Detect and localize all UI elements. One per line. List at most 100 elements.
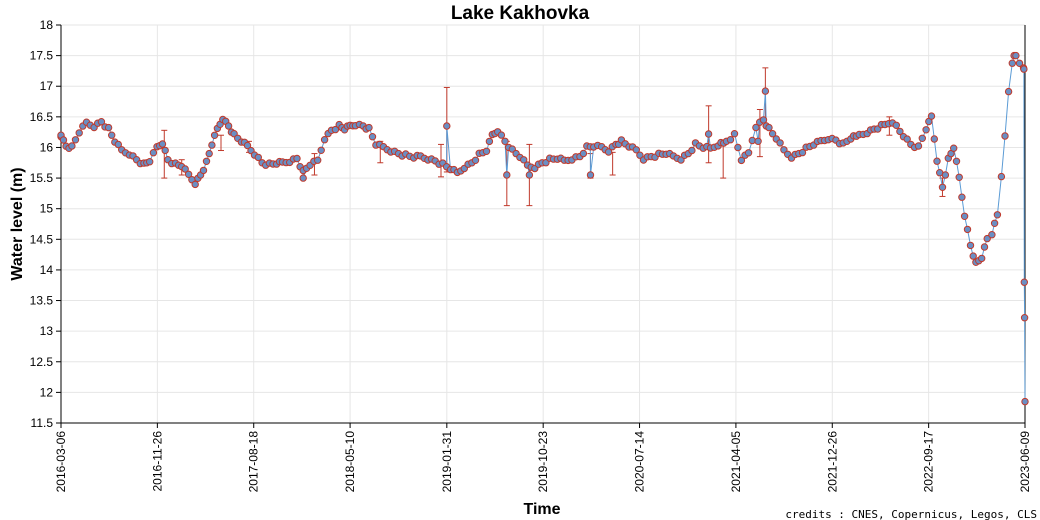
data-point <box>331 125 340 134</box>
x-tick-label: 2017-08-18 <box>247 431 261 493</box>
data-point <box>184 170 193 179</box>
data-point <box>254 153 262 162</box>
data-point <box>993 211 1002 219</box>
data-point <box>966 241 975 250</box>
data-point <box>1012 51 1020 60</box>
data-point <box>158 140 167 148</box>
data-point <box>1015 59 1024 67</box>
data-point <box>952 157 961 166</box>
y-axis-label: Water level (m) <box>9 167 26 280</box>
x-grid-lines <box>60 25 1026 423</box>
data-point <box>210 131 219 140</box>
data-point <box>208 141 216 149</box>
x-tick-label: 2023-06-09 <box>1018 431 1032 493</box>
data-point <box>726 136 735 144</box>
data-point <box>104 123 113 132</box>
data-point <box>927 112 936 120</box>
y-tick-label: 11.5 <box>31 416 54 430</box>
data-point <box>688 146 696 155</box>
data-point <box>191 180 199 189</box>
data-point <box>754 137 762 146</box>
y-tick-label: 13.5 <box>30 294 54 308</box>
data-point <box>918 134 926 143</box>
x-axis-label: Time <box>523 501 560 518</box>
data-point <box>1020 65 1028 73</box>
data-point <box>501 137 509 146</box>
y-tick-label: 17 <box>40 79 54 93</box>
y-tick-label: 15.5 <box>30 171 54 185</box>
data-point <box>990 219 999 228</box>
data-point <box>161 146 169 155</box>
y-tick-label: 14.5 <box>30 232 54 246</box>
data-point <box>520 156 528 164</box>
data-point <box>224 122 233 130</box>
data-point <box>632 146 640 154</box>
y-tick-label: 12 <box>40 385 54 399</box>
data-point <box>181 165 189 173</box>
data-point <box>1020 278 1029 286</box>
data-point <box>299 174 307 182</box>
data-point <box>604 148 613 156</box>
data-point <box>1001 132 1009 140</box>
x-tick-label: 2019-01-31 <box>440 431 454 493</box>
data-point <box>922 126 930 134</box>
x-tick-label: 2018-05-10 <box>343 431 357 493</box>
data-point <box>97 118 106 126</box>
data-point <box>734 143 742 152</box>
y-tick-label: 16.5 <box>30 110 54 124</box>
data-point <box>1008 59 1016 67</box>
x-tick-label: 2021-12-26 <box>825 431 839 493</box>
data-point <box>71 136 80 144</box>
data-point <box>737 156 746 165</box>
data-point <box>114 140 123 149</box>
data-point <box>997 172 1006 181</box>
data-point <box>202 157 211 166</box>
y-tick-label: 14 <box>40 263 54 277</box>
data-point <box>586 171 595 179</box>
data-point <box>765 123 773 132</box>
data-point <box>768 130 777 138</box>
data-point <box>933 157 941 165</box>
data-point <box>108 131 116 139</box>
data-point <box>68 142 76 150</box>
data-point <box>1004 87 1013 96</box>
x-tick-label: 2020-07-14 <box>633 431 647 493</box>
data-point <box>471 156 480 165</box>
x-axis: 2016-03-06 2016-11-26 2017-08-18 2018-05-10… <box>54 422 1032 493</box>
x-tick-label: 2019-10-23 <box>536 431 550 493</box>
data-point <box>525 171 534 179</box>
data-point <box>320 136 329 144</box>
data-point <box>983 234 991 243</box>
data-point <box>1020 314 1029 322</box>
data-point <box>744 149 753 157</box>
chart-title: Lake Kakhovka <box>451 3 590 24</box>
y-tick-label: 13 <box>40 324 54 338</box>
data-point <box>776 139 784 147</box>
y-tick-label: 18 <box>40 18 54 32</box>
data-point <box>293 154 301 163</box>
data-point <box>704 130 713 138</box>
data-point <box>199 166 208 175</box>
data-point <box>636 151 644 159</box>
data-point <box>892 121 900 130</box>
x-tick-label: 2021-04-05 <box>729 431 743 493</box>
data-point <box>730 130 739 138</box>
data-point <box>146 158 154 166</box>
data-point <box>503 171 511 179</box>
credits-text: credits : CNES, Copernicus, Legos, CLS <box>785 508 1037 520</box>
x-tick-label: 2022-09-17 <box>922 431 936 493</box>
data-point <box>941 171 950 179</box>
data-point <box>798 148 807 157</box>
x-tick-label: 2016-03-06 <box>54 431 68 493</box>
data-point <box>243 141 252 150</box>
data-point <box>59 136 68 144</box>
data-point <box>958 193 966 201</box>
data-point <box>930 135 938 143</box>
data-point <box>988 231 996 239</box>
data-point <box>149 149 158 157</box>
data-point <box>903 135 911 143</box>
y-tick-label: 15 <box>40 202 54 216</box>
data-point <box>980 243 989 251</box>
data-point <box>314 156 322 164</box>
